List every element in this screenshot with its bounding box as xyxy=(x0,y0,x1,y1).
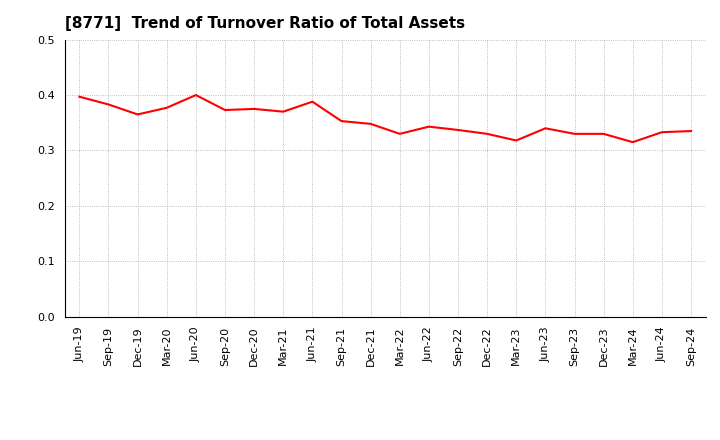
Text: [8771]  Trend of Turnover Ratio of Total Assets: [8771] Trend of Turnover Ratio of Total … xyxy=(65,16,465,32)
